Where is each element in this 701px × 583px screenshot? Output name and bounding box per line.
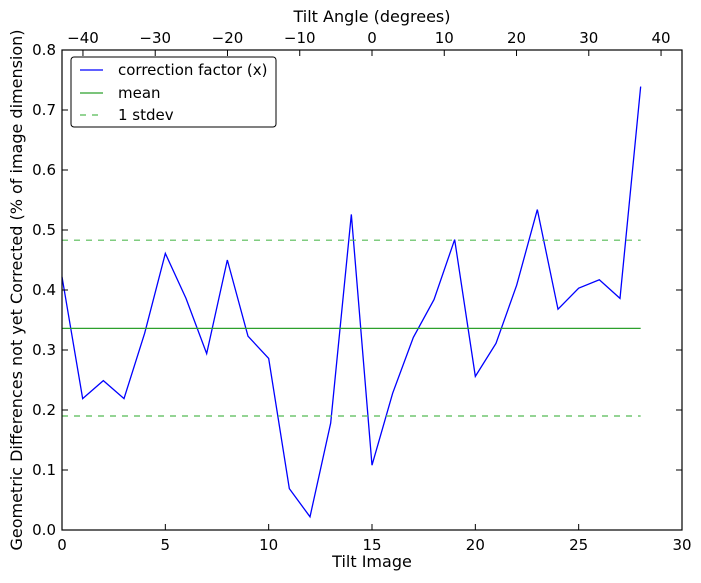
- x-tick-label: 30: [672, 536, 691, 554]
- x-tick-label: 0: [57, 536, 67, 554]
- y-tick-label: 0.2: [32, 401, 56, 419]
- x-tick-label: 5: [161, 536, 171, 554]
- y-tick-label: 0.8: [32, 41, 56, 59]
- top-tick-label: 0: [367, 29, 377, 47]
- y-axis-label: Geometric Differences not yet Corrected …: [7, 29, 26, 550]
- top-axis-label: Tilt Angle (degrees): [292, 7, 450, 26]
- top-tick-label: −40: [67, 29, 99, 47]
- y-tick-label: 0.0: [32, 521, 56, 539]
- y-tick-label: 0.3: [32, 341, 56, 359]
- y-tick-label: 0.4: [32, 281, 56, 299]
- top-tick-label: 10: [435, 29, 454, 47]
- series-line-correction-factor: [62, 87, 641, 517]
- legend-label-stdev: 1 stdev: [118, 106, 174, 124]
- top-tick-label: −20: [212, 29, 244, 47]
- y-tick-label: 0.1: [32, 461, 56, 479]
- y-tick-label: 0.7: [32, 101, 56, 119]
- top-tick-label: 30: [579, 29, 598, 47]
- top-tick-label: −10: [284, 29, 316, 47]
- top-tick-label: 20: [507, 29, 526, 47]
- y-tick-label: 0.5: [32, 221, 56, 239]
- x-axis-label: Tilt Image: [331, 552, 412, 571]
- x-tick-label: 25: [569, 536, 588, 554]
- top-tick-label: −30: [139, 29, 171, 47]
- x-tick-label: 20: [466, 536, 485, 554]
- top-tick-label: 40: [651, 29, 670, 47]
- y-tick-label: 0.6: [32, 161, 56, 179]
- legend-label-mean: mean: [118, 84, 161, 102]
- x-tick-label: 10: [259, 536, 278, 554]
- legend-label-correction: correction factor (x): [118, 61, 267, 79]
- legend: correction factor (x) mean 1 stdev: [71, 57, 276, 127]
